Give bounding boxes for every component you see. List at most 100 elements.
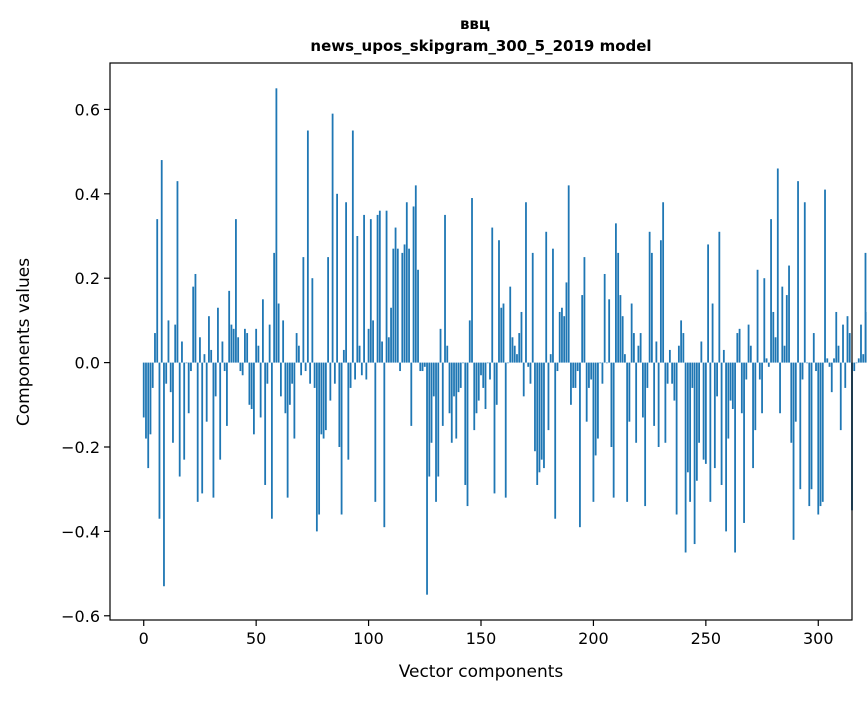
y-tick-label-4: 0.2 [75, 269, 100, 288]
bar-159 [500, 308, 502, 363]
bar-184 [557, 363, 559, 371]
bar-0 [143, 363, 145, 418]
bar-32 [215, 363, 217, 397]
bar-155 [491, 228, 493, 363]
bar-series [143, 88, 867, 594]
bar-178 [543, 363, 545, 468]
x-tick-label-6: 300 [803, 629, 834, 648]
bar-275 [761, 363, 763, 414]
bar-301 [820, 363, 822, 506]
bar-176 [539, 363, 541, 473]
bar-144 [467, 363, 469, 506]
bar-317 [856, 363, 858, 364]
bar-207 [608, 299, 610, 362]
bar-173 [532, 253, 534, 363]
bar-71 [302, 257, 304, 362]
bar-308 [835, 312, 837, 363]
bar-110 [390, 308, 392, 363]
bar-183 [554, 363, 556, 519]
bar-11 [168, 320, 170, 362]
bar-122 [417, 270, 419, 363]
bar-38 [228, 291, 230, 363]
bar-164 [512, 337, 514, 362]
bar-205 [604, 274, 606, 363]
bar-53 [262, 299, 264, 362]
bar-49 [253, 363, 255, 435]
bar-154 [489, 363, 491, 380]
bar-231 [662, 202, 664, 362]
bar-123 [419, 363, 421, 371]
bar-179 [545, 232, 547, 363]
bar-8 [161, 160, 163, 363]
bar-160 [503, 304, 505, 363]
bar-118 [408, 249, 410, 363]
bar-312 [844, 363, 846, 388]
bar-150 [480, 363, 482, 376]
bar-188 [566, 282, 568, 362]
bar-109 [388, 337, 390, 362]
bar-171 [527, 363, 529, 367]
bar-200 [593, 363, 595, 502]
bar-75 [311, 278, 313, 362]
bar-223 [644, 363, 646, 506]
bar-113 [397, 249, 399, 363]
bar-115 [401, 253, 403, 363]
y-tick-label-3: 0.0 [75, 354, 100, 373]
y-tick-label-5: 0.4 [75, 185, 100, 204]
bar-302 [822, 363, 824, 502]
bar-50 [255, 329, 257, 363]
x-tick-label-4: 200 [578, 629, 609, 648]
bar-5 [154, 333, 156, 363]
bar-35 [222, 342, 224, 363]
bar-239 [680, 320, 682, 362]
bar-296 [808, 363, 810, 506]
bar-192 [575, 363, 577, 388]
bar-238 [678, 346, 680, 363]
y-axis-ticks: −0.6−0.4−0.20.00.20.40.6 [61, 100, 110, 625]
x-tick-label-0: 0 [139, 629, 149, 648]
bar-1 [145, 363, 147, 439]
bar-66 [291, 363, 293, 384]
bar-196 [584, 257, 586, 362]
bar-274 [759, 363, 761, 380]
bar-73 [307, 131, 309, 363]
y-tick-label-1: −0.4 [61, 522, 100, 541]
bar-3 [150, 363, 152, 435]
bar-291 [797, 181, 799, 362]
bar-91 [347, 363, 349, 460]
x-tick-label-3: 150 [466, 629, 497, 648]
bar-214 [624, 354, 626, 362]
bar-293 [802, 363, 804, 380]
bar-61 [280, 363, 282, 397]
bar-134 [444, 215, 446, 363]
bar-175 [536, 363, 538, 485]
bar-37 [226, 363, 228, 426]
bar-72 [305, 363, 307, 371]
bar-246 [696, 363, 698, 481]
axes-frame [110, 63, 852, 620]
bar-172 [530, 363, 532, 384]
bar-194 [579, 363, 581, 528]
bar-190 [570, 363, 572, 405]
bar-320 [862, 354, 864, 362]
bar-99 [365, 363, 367, 380]
bar-206 [606, 363, 608, 364]
bar-245 [694, 363, 696, 544]
bar-284 [781, 287, 783, 363]
bar-90 [345, 202, 347, 362]
bar-14 [174, 325, 176, 363]
bar-195 [581, 295, 583, 363]
bar-153 [487, 363, 489, 364]
bar-170 [525, 202, 527, 362]
x-axis-label: Vector components [399, 662, 564, 682]
bar-282 [777, 168, 779, 362]
bar-222 [642, 363, 644, 418]
bar-112 [395, 228, 397, 363]
bar-262 [732, 363, 734, 409]
bar-36 [224, 363, 226, 371]
bar-101 [370, 219, 372, 362]
bar-199 [590, 363, 592, 380]
bar-177 [541, 363, 543, 460]
bar-213 [622, 316, 624, 362]
